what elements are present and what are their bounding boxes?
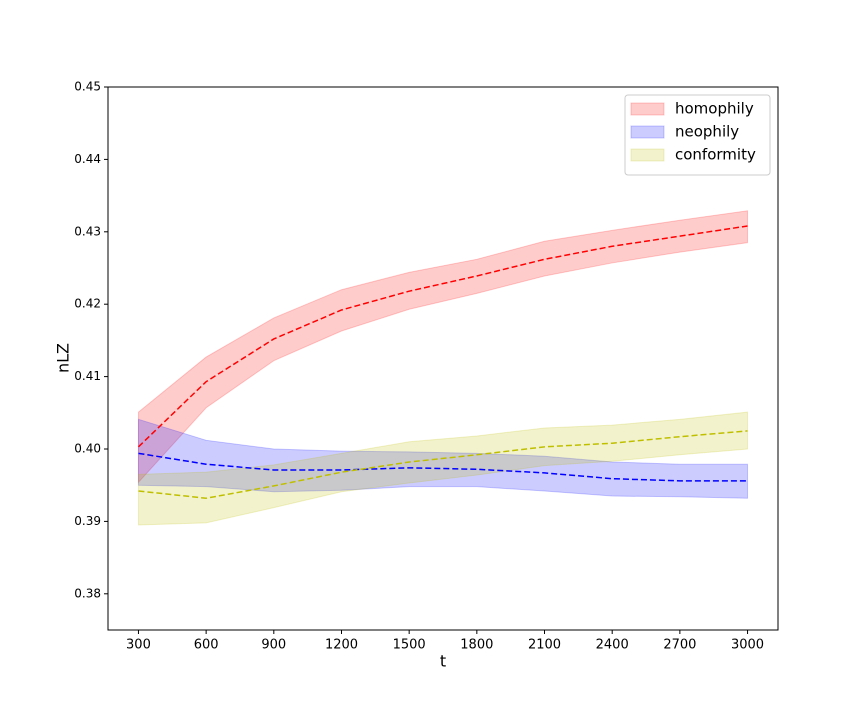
legend-label: homophily (675, 100, 754, 118)
y-tick-label: 0.42 (74, 297, 101, 311)
line (137, 225, 748, 448)
legend-label: conformity (675, 146, 756, 164)
y-tick-label: 0.41 (74, 369, 101, 383)
y-axis-label: nLZ (54, 343, 73, 373)
y-tick-label: 0.44 (74, 152, 101, 166)
x-tick-label: 2700 (663, 638, 696, 653)
y-tick-label: 0.45 (74, 80, 101, 94)
y-tick-label: 0.40 (74, 442, 101, 456)
x-tick-label: 1800 (460, 638, 493, 653)
x-axis-label: t (440, 652, 446, 671)
legend-swatch (630, 148, 665, 162)
x-tick-label: 300 (126, 638, 151, 653)
plot-frame (107, 86, 779, 631)
y-tick-label: 0.39 (74, 514, 101, 528)
line (138, 430, 748, 499)
confidence-band (137, 411, 749, 526)
legend-label: neophily (675, 123, 739, 141)
x-tick-label: 900 (261, 638, 286, 653)
confidence-band (137, 210, 749, 484)
x-tick-label: 3000 (731, 638, 764, 653)
x-tick-label: 1500 (393, 638, 426, 653)
x-tick-label: 2400 (596, 638, 629, 653)
x-tick-label: 1200 (325, 638, 358, 653)
legend-swatch (630, 125, 665, 139)
legend-swatch (630, 102, 665, 116)
x-tick-label: 600 (194, 638, 219, 653)
x-tick-label: 2100 (528, 638, 561, 653)
y-tick-label: 0.38 (74, 586, 101, 600)
legend-box (624, 94, 771, 176)
line (138, 452, 748, 482)
y-tick-label: 0.43 (74, 224, 101, 238)
